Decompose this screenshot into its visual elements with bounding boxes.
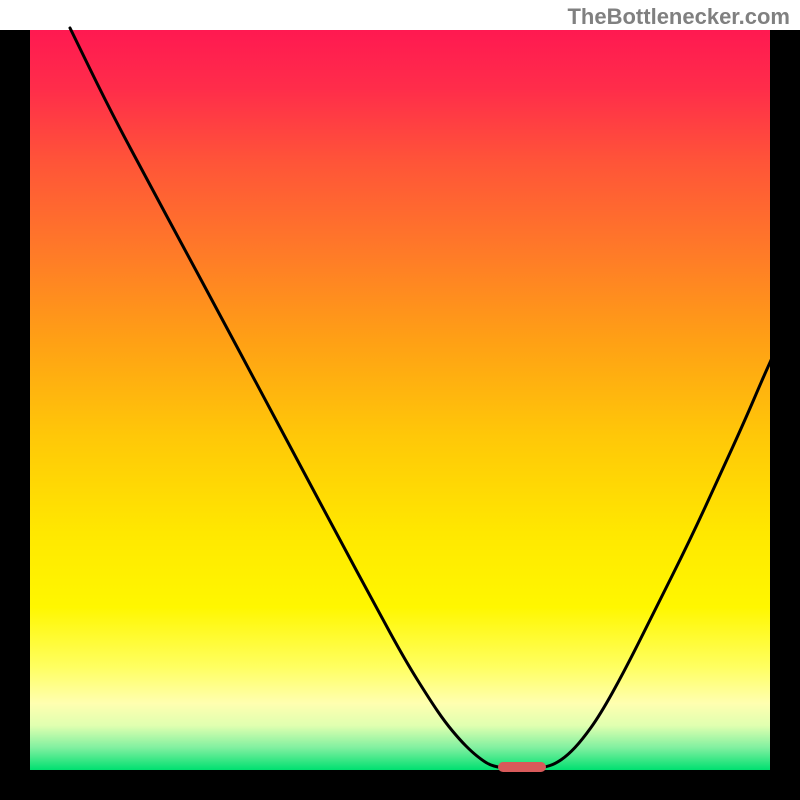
chart-container: TheBottlenecker.com	[0, 0, 800, 800]
watermark-text: TheBottlenecker.com	[567, 4, 790, 30]
curve-overlay	[0, 0, 800, 800]
bottleneck-marker	[498, 762, 546, 772]
